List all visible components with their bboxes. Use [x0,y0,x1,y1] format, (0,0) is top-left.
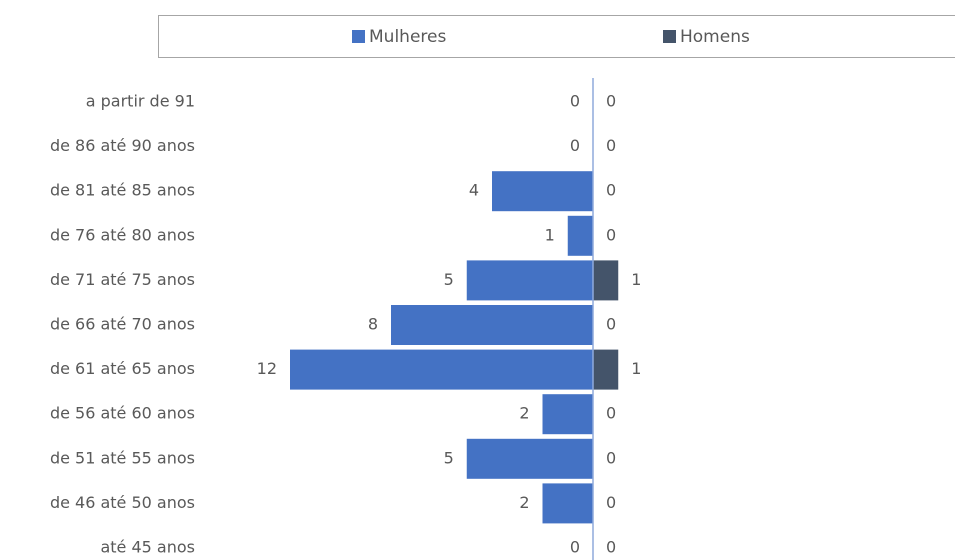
bar [542,394,593,435]
y-tick-label: a partir de 91 [86,92,195,111]
data-label: 1 [631,359,641,378]
legend-swatch [663,30,676,43]
data-label: 0 [606,92,616,111]
y-tick-label: de 66 até 70 anos [50,315,195,334]
data-label: 4 [469,181,479,200]
data-label: 2 [519,404,529,423]
data-label: 1 [545,225,555,244]
bar [391,305,593,345]
bar [593,260,619,301]
y-tick-label: até 45 anos [100,538,195,557]
y-tick-label: de 81 até 85 anos [50,181,195,200]
legend-box [158,15,955,58]
bar [593,349,619,390]
data-label: 0 [606,538,616,557]
bar [466,260,593,301]
y-tick-label: de 76 até 80 anos [50,225,195,244]
data-label: 0 [606,181,616,200]
data-label: 0 [606,225,616,244]
y-tick-label: de 61 até 65 anos [50,359,195,378]
y-tick-label: de 86 até 90 anos [50,136,195,155]
legend-swatch [352,30,365,43]
data-label: 8 [368,315,378,334]
data-label: 0 [570,538,580,557]
legend-label: Mulheres [369,27,446,47]
y-tick-label: de 46 até 50 anos [50,493,195,512]
bar [567,215,593,256]
data-label: 0 [570,92,580,111]
bar [290,349,593,390]
data-label: 0 [570,136,580,155]
data-label: 12 [257,359,277,378]
bar [542,483,593,524]
data-label: 0 [606,315,616,334]
data-label: 0 [606,136,616,155]
bar [466,438,593,479]
bar [492,171,593,212]
data-label: 1 [631,270,641,289]
y-tick-label: de 71 até 75 anos [50,270,195,289]
legend-label: Homens [680,27,750,47]
data-label: 2 [519,493,529,512]
data-label: 0 [606,448,616,467]
y-tick-label: de 51 até 55 anos [50,448,195,467]
data-label: 0 [606,404,616,423]
data-label: 5 [444,270,454,289]
data-label: 5 [444,448,454,467]
y-tick-label: de 56 até 60 anos [50,404,195,423]
data-label: 0 [606,493,616,512]
